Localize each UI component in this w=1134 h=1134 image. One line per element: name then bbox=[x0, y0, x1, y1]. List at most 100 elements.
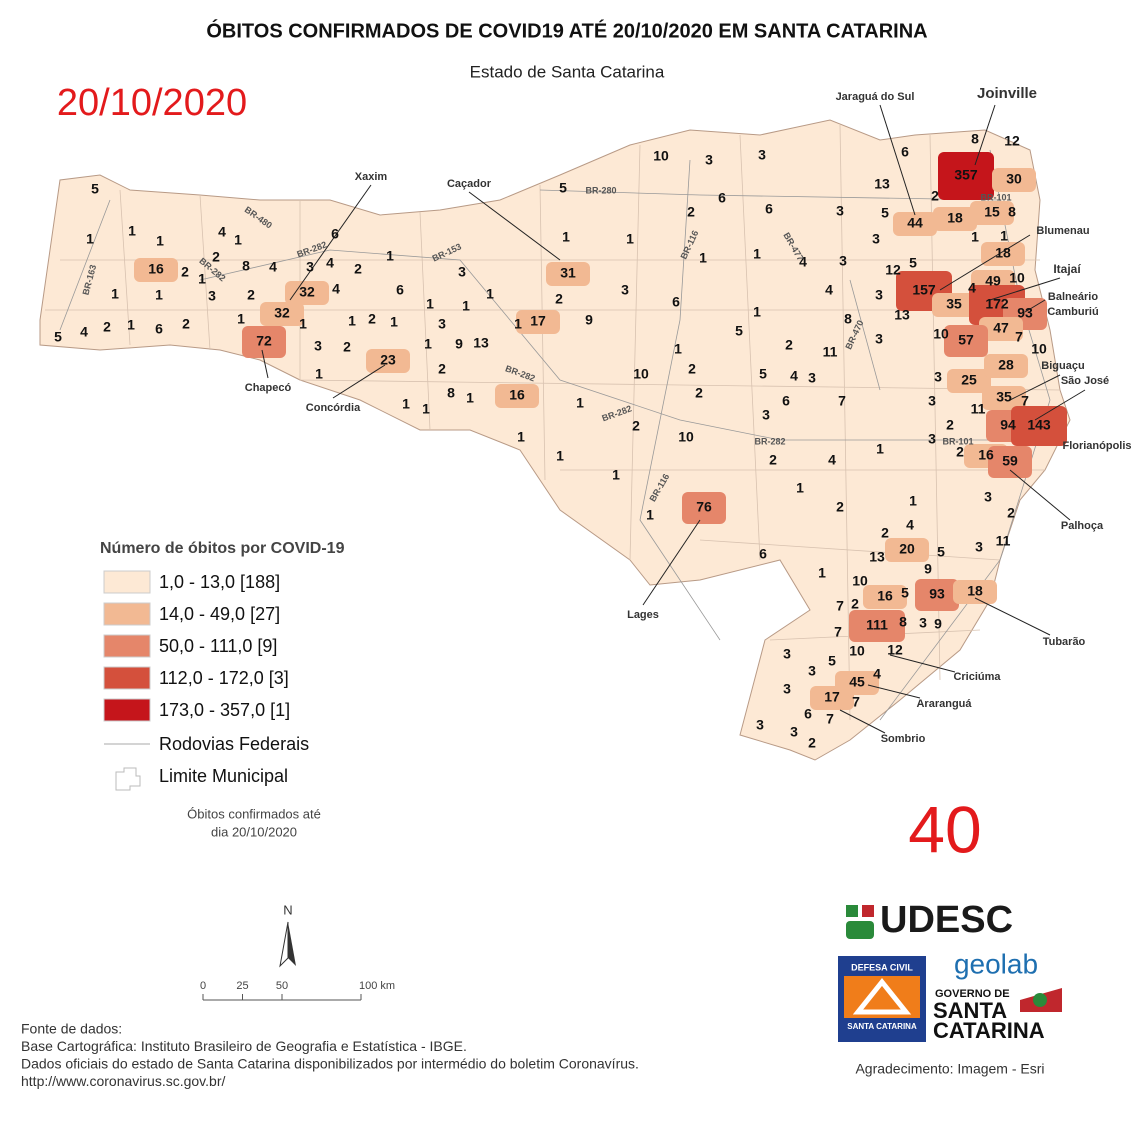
death-count: 1 bbox=[876, 441, 884, 457]
death-count: 2 bbox=[808, 735, 816, 751]
place-name: Biguaçu bbox=[1041, 360, 1084, 372]
death-count: 3 bbox=[783, 681, 791, 697]
death-count: 94 bbox=[1000, 417, 1016, 433]
legend-swatch bbox=[103, 634, 151, 658]
death-count: 5 bbox=[54, 329, 62, 345]
death-count: 7 bbox=[1015, 329, 1023, 345]
death-count: 3 bbox=[756, 717, 764, 733]
death-count: 4 bbox=[873, 666, 881, 682]
municipality-patch bbox=[979, 317, 1023, 341]
highway-name: BR-282 bbox=[754, 436, 785, 446]
death-count: 57 bbox=[958, 332, 974, 348]
death-count: 3 bbox=[808, 663, 816, 679]
death-count: 76 bbox=[696, 499, 712, 515]
municipality-patch bbox=[516, 310, 560, 334]
logos: UDESC DEFESA CIVIL SANTA CATARINA geolab… bbox=[838, 899, 1062, 1077]
death-count: 1 bbox=[111, 286, 119, 302]
death-count: 1 bbox=[1000, 228, 1008, 244]
death-count: 2 bbox=[632, 418, 640, 434]
death-count: 59 bbox=[1002, 453, 1018, 469]
death-count: 172 bbox=[985, 296, 1009, 312]
place-name: Xaxim bbox=[355, 171, 388, 183]
death-count: 3 bbox=[808, 370, 816, 386]
death-count: 32 bbox=[299, 284, 315, 300]
scale-label: 25 bbox=[236, 980, 248, 992]
death-count: 3 bbox=[790, 724, 798, 740]
gov-text: CATARINA bbox=[933, 1018, 1045, 1043]
death-count: 3 bbox=[875, 331, 883, 347]
scale-bar: N 0 25 50 100 km bbox=[200, 902, 395, 1001]
legend-limits: Limite Municipal bbox=[159, 766, 288, 786]
death-count: 7 bbox=[836, 598, 844, 614]
source: Fonte de dados:Base Cartográfica: Instit… bbox=[21, 1021, 639, 1090]
map-patches bbox=[134, 152, 1067, 710]
death-count: 1 bbox=[576, 395, 584, 411]
death-count: 9 bbox=[455, 336, 463, 352]
logo-mark bbox=[846, 921, 874, 939]
legend-label: 14,0 - 49,0 [27] bbox=[159, 604, 280, 624]
death-count: 5 bbox=[759, 366, 767, 382]
credit: Agradecimento: Imagem - Esri bbox=[855, 1061, 1044, 1077]
week-number: 40 bbox=[908, 792, 981, 866]
municipality-patch bbox=[953, 580, 997, 604]
death-count: 13 bbox=[869, 549, 885, 565]
death-count: 3 bbox=[919, 615, 927, 631]
death-count: 2 bbox=[688, 361, 696, 377]
death-count: 2 bbox=[695, 385, 703, 401]
place-name: Sombrio bbox=[881, 733, 926, 745]
municipality-patch bbox=[947, 369, 991, 393]
place-name: Itajaí bbox=[1053, 262, 1081, 276]
death-count: 17 bbox=[530, 313, 546, 329]
death-count: 3 bbox=[705, 152, 713, 168]
death-count: 2 bbox=[438, 361, 446, 377]
death-count: 1 bbox=[514, 316, 522, 332]
death-count: 143 bbox=[1027, 417, 1051, 433]
death-count: 8 bbox=[447, 385, 455, 401]
death-count: 5 bbox=[937, 544, 945, 560]
death-count: 4 bbox=[326, 255, 334, 271]
death-count: 6 bbox=[759, 546, 767, 562]
death-count: 18 bbox=[995, 245, 1011, 261]
death-count: 3 bbox=[934, 369, 942, 385]
municipality-patch bbox=[970, 201, 1014, 225]
municipality-patch bbox=[915, 579, 959, 611]
title: ÓBITOS CONFIRMADOS DE COVID19 ATÉ 20/10/… bbox=[206, 18, 927, 42]
gov-text: SANTA bbox=[933, 998, 1007, 1023]
municipality-patch bbox=[285, 281, 329, 305]
place-name: Araranguá bbox=[916, 698, 972, 710]
legend-label: 112,0 - 172,0 [3] bbox=[159, 668, 289, 688]
death-count: 6 bbox=[718, 190, 726, 206]
death-count: 4 bbox=[269, 259, 277, 275]
death-count: 4 bbox=[968, 280, 976, 296]
death-count: 11 bbox=[971, 401, 986, 417]
death-count: 1 bbox=[462, 298, 470, 314]
death-count: 9 bbox=[934, 616, 942, 632]
death-count: 10 bbox=[633, 366, 649, 382]
legend-label: 173,0 - 357,0 [1] bbox=[159, 700, 290, 720]
death-count: 16 bbox=[877, 588, 893, 604]
legend-label: 1,0 - 13,0 [188] bbox=[159, 572, 280, 592]
death-count: 1 bbox=[971, 229, 979, 245]
death-count: 4 bbox=[80, 324, 88, 340]
municipality-patch bbox=[366, 349, 410, 373]
death-count: 4 bbox=[799, 254, 807, 270]
death-count: 1 bbox=[796, 480, 804, 496]
death-count: 49 bbox=[985, 273, 1001, 289]
udesc-logo: UDESC bbox=[880, 899, 1013, 941]
place-name: Joinville bbox=[977, 85, 1037, 102]
limit-swatch bbox=[115, 767, 141, 791]
death-count: 2 bbox=[851, 596, 859, 612]
death-count: 1 bbox=[155, 287, 163, 303]
death-count: 12 bbox=[887, 642, 903, 658]
death-count: 30 bbox=[1006, 171, 1022, 187]
death-count: 2 bbox=[368, 311, 376, 327]
death-count: 7 bbox=[834, 624, 842, 640]
death-count: 7 bbox=[826, 711, 834, 727]
place-name: Palhoça bbox=[1061, 520, 1104, 532]
note-line: Óbitos confirmados até bbox=[187, 806, 321, 821]
scale-label: 50 bbox=[276, 980, 288, 992]
death-count: 1 bbox=[562, 229, 570, 245]
legend-swatch bbox=[103, 666, 151, 690]
municipality-patch bbox=[242, 326, 286, 358]
